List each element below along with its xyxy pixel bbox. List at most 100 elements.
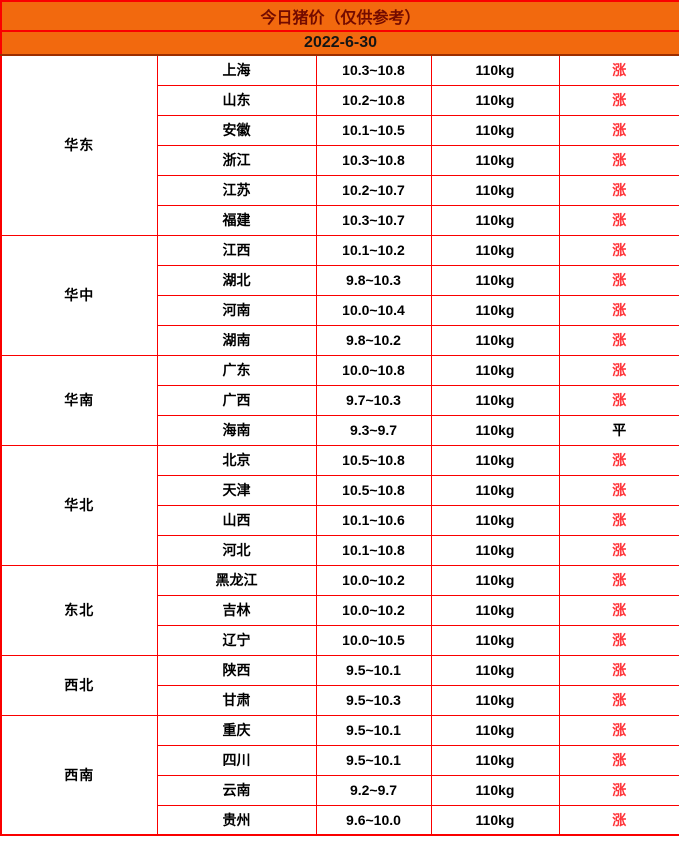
province-cell: 上海 <box>156 54 317 86</box>
price-cell: 9.7~10.3 <box>315 384 432 416</box>
province-cell: 福建 <box>156 204 317 236</box>
province-cell: 天津 <box>156 474 317 506</box>
trend-cell: 涨 <box>558 264 679 296</box>
province-cell: 河南 <box>156 294 317 326</box>
province-cell: 云南 <box>156 774 317 806</box>
trend-cell: 涨 <box>558 564 679 596</box>
price-cell: 10.2~10.8 <box>315 84 432 116</box>
table-row: 广西 9.7~10.3 110kg 涨 <box>1 384 679 416</box>
weight-cell: 110kg <box>430 504 560 536</box>
trend-cell: 涨 <box>558 504 679 536</box>
trend-cell: 涨 <box>558 774 679 806</box>
table-row: 华东 上海 10.3~10.8 110kg 涨 <box>0 54 679 236</box>
weight-cell: 110kg <box>430 474 560 506</box>
weight-cell: 110kg <box>430 174 560 206</box>
price-cell: 10.0~10.2 <box>315 564 432 596</box>
price-cell: 9.8~10.3 <box>315 264 432 296</box>
table-row: 湖南 9.8~10.2 110kg 涨 <box>1 324 679 356</box>
table-row: 山西 10.1~10.6 110kg 涨 <box>1 504 679 536</box>
province-cell: 浙江 <box>156 144 317 176</box>
table-row: 云南 9.2~9.7 110kg 涨 <box>1 774 679 806</box>
table-row: 江苏 10.2~10.7 110kg 涨 <box>1 174 679 206</box>
region-cell: 华东 <box>0 54 158 236</box>
table-row: 西南 重庆 9.5~10.1 110kg 涨 <box>0 714 679 836</box>
province-cell: 辽宁 <box>156 624 317 656</box>
table-body: 华东 上海 10.3~10.8 110kg 涨山东 10.2~10.8 110kg 涨安徽 10… <box>0 54 679 836</box>
province-cell: 四川 <box>156 744 317 776</box>
weight-cell: 110kg <box>430 204 560 236</box>
weight-cell: 110kg <box>430 234 560 266</box>
table-row: 辽宁 10.0~10.5 110kg 涨 <box>1 624 679 656</box>
trend-cell: 涨 <box>558 624 679 656</box>
table-row: 西北 陕西 9.5~10.1 110kg 涨 <box>0 654 679 716</box>
weight-cell: 110kg <box>430 354 560 386</box>
province-cell: 广西 <box>156 384 317 416</box>
title-row: 今日猪价（仅供参考） <box>0 0 679 32</box>
trend-cell: 涨 <box>558 354 679 386</box>
price-cell: 10.1~10.6 <box>315 504 432 536</box>
trend-cell: 涨 <box>558 534 679 566</box>
trend-cell: 涨 <box>558 444 679 476</box>
weight-cell: 110kg <box>430 414 560 446</box>
trend-cell: 涨 <box>558 144 679 176</box>
trend-cell: 涨 <box>558 294 679 326</box>
price-cell: 9.3~9.7 <box>315 414 432 446</box>
trend-cell: 涨 <box>558 114 679 146</box>
province-cell: 吉林 <box>156 594 317 626</box>
table-row: 东北 黑龙江 10.0~10.2 110kg 涨 <box>0 564 679 656</box>
weight-cell: 110kg <box>430 624 560 656</box>
price-cell: 10.5~10.8 <box>315 474 432 506</box>
region-cell: 西北 <box>0 654 158 716</box>
province-cell: 河北 <box>156 534 317 566</box>
trend-cell: 涨 <box>558 174 679 206</box>
weight-cell: 110kg <box>430 384 560 416</box>
province-cell: 安徽 <box>156 114 317 146</box>
trend-cell: 涨 <box>558 384 679 416</box>
weight-cell: 110kg <box>430 774 560 806</box>
table-row: 海南 9.3~9.7 110kg 平 <box>1 414 679 446</box>
trend-cell: 涨 <box>558 54 679 86</box>
price-cell: 10.1~10.2 <box>315 234 432 266</box>
price-cell: 10.3~10.8 <box>315 144 432 176</box>
weight-cell: 110kg <box>430 264 560 296</box>
trend-cell: 涨 <box>558 594 679 626</box>
trend-cell: 涨 <box>558 744 679 776</box>
weight-cell: 110kg <box>430 444 560 476</box>
province-cell: 海南 <box>156 414 317 446</box>
province-cell: 江西 <box>156 234 317 266</box>
price-cell: 10.0~10.5 <box>315 624 432 656</box>
price-cell: 10.2~10.7 <box>315 174 432 206</box>
trend-cell: 涨 <box>558 654 679 686</box>
province-cell: 山东 <box>156 84 317 116</box>
price-cell: 10.1~10.5 <box>315 114 432 146</box>
province-cell: 广东 <box>156 354 317 386</box>
province-cell: 重庆 <box>156 714 317 746</box>
weight-cell: 110kg <box>430 684 560 716</box>
date-label: 2022-6-30 <box>0 30 679 56</box>
weight-cell: 110kg <box>430 654 560 686</box>
weight-cell: 110kg <box>430 594 560 626</box>
price-cell: 9.5~10.1 <box>315 714 432 746</box>
province-cell: 湖南 <box>156 324 317 356</box>
price-cell: 10.3~10.7 <box>315 204 432 236</box>
region-cell: 华北 <box>0 444 158 566</box>
weight-cell: 110kg <box>430 144 560 176</box>
price-cell: 10.5~10.8 <box>315 444 432 476</box>
trend-cell: 涨 <box>558 324 679 356</box>
trend-cell: 涨 <box>558 84 679 116</box>
table-row: 贵州 9.6~10.0 110kg 涨 <box>1 804 679 836</box>
province-cell: 湖北 <box>156 264 317 296</box>
weight-cell: 110kg <box>430 294 560 326</box>
price-cell: 10.0~10.2 <box>315 594 432 626</box>
trend-cell: 平 <box>558 414 679 446</box>
table-row: 华中 江西 10.1~10.2 110kg 涨 <box>0 234 679 356</box>
price-cell: 9.6~10.0 <box>315 804 432 836</box>
table-row: 河南 10.0~10.4 110kg 涨 <box>1 294 679 326</box>
province-cell: 甘肃 <box>156 684 317 716</box>
table-row: 华北 北京 10.5~10.8 110kg 涨 <box>0 444 679 566</box>
weight-cell: 110kg <box>430 804 560 836</box>
date-row: 2022-6-30 <box>0 30 679 56</box>
table-row: 吉林 10.0~10.2 110kg 涨 <box>1 594 679 626</box>
province-cell: 江苏 <box>156 174 317 206</box>
weight-cell: 110kg <box>430 54 560 86</box>
